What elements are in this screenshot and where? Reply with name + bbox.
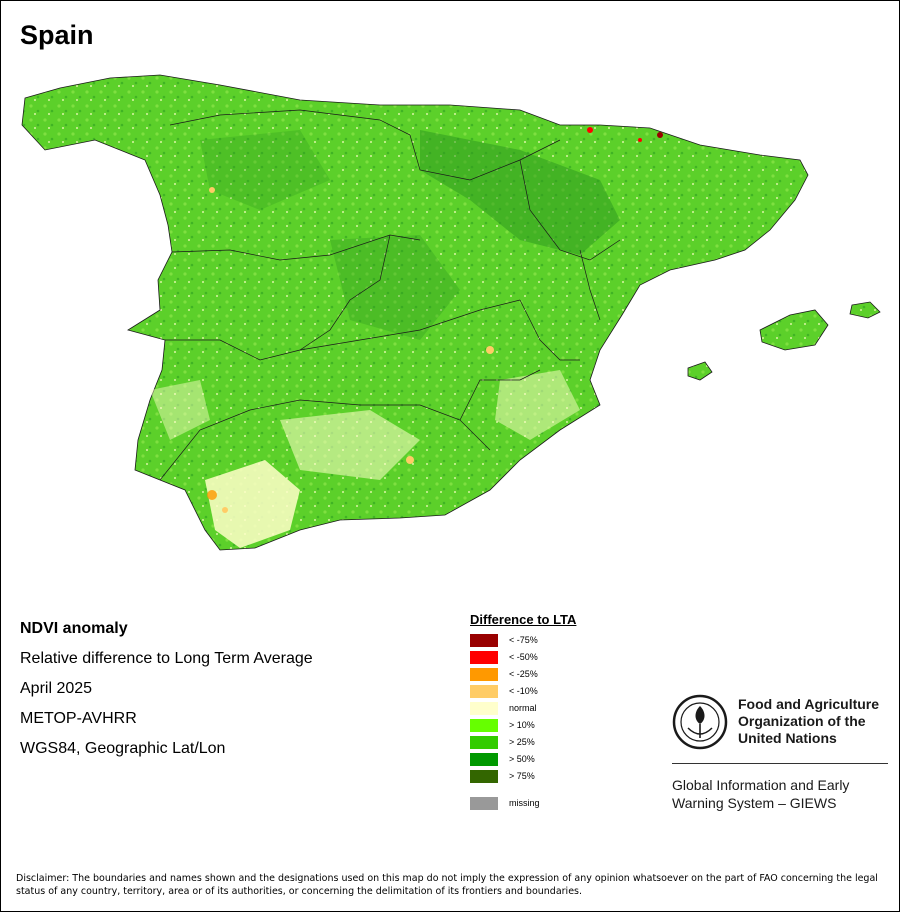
description-line: WGS84, Geographic Lat/Lon <box>20 740 226 757</box>
anomaly-speck <box>406 456 414 464</box>
description-line: METOP-AVHRR <box>20 710 137 727</box>
legend-item: < -75% <box>470 632 576 649</box>
legend-swatch <box>470 685 498 698</box>
mainland-spain <box>21 74 809 551</box>
normal-patch-southwest <box>205 460 300 548</box>
giews-line: Global Information and Early <box>672 777 850 793</box>
normal-patch-south <box>280 410 420 480</box>
legend-label: > 10% <box>509 720 535 730</box>
legend-label: < -10% <box>509 686 538 696</box>
description-line: Relative difference to Long Term Average <box>20 650 313 667</box>
legend-label: < -25% <box>509 669 538 679</box>
anomaly-speck <box>486 346 494 354</box>
legend-item: > 50% <box>470 751 576 768</box>
legend-swatch <box>470 651 498 664</box>
branding-divider <box>672 763 888 764</box>
normal-patch-west <box>150 380 210 440</box>
dark-green-zone-west <box>200 130 330 210</box>
anomaly-speck <box>209 187 215 193</box>
legend-label: > 50% <box>509 754 535 764</box>
ibiza-island <box>687 361 713 381</box>
map-heading: NDVI anomaly <box>20 620 128 637</box>
legend-item: > 75% <box>470 768 576 785</box>
spain-ndvi-map <box>21 74 881 551</box>
legend-items: < -75% < -50% < -25% < -10% normal > 10% > 25%… <box>470 632 576 812</box>
legend-swatch <box>470 719 498 732</box>
giews-line: Warning System – GIEWS <box>672 795 837 811</box>
giews-name: Global Information and Early Warning Sys… <box>672 776 849 812</box>
legend-swatch <box>470 702 498 715</box>
fao-logo-icon <box>672 694 728 750</box>
dark-green-zone-center <box>330 235 460 340</box>
anomaly-speck <box>638 138 642 142</box>
description-line: April 2025 <box>20 680 93 697</box>
legend-item: normal <box>470 700 576 717</box>
legend-label: normal <box>509 703 537 713</box>
legend-item: < -25% <box>470 666 576 683</box>
legend-label: > 75% <box>509 771 535 781</box>
legend-item: > 10% <box>470 717 576 734</box>
anomaly-speck <box>657 132 663 138</box>
legend-label: > 25% <box>509 737 535 747</box>
legend-label: < -75% <box>509 635 538 645</box>
menorca-island <box>849 301 881 319</box>
map-description: NDVI anomaly Relative difference to Long… <box>20 618 313 768</box>
legend-swatch <box>470 753 498 766</box>
legend-item-missing: missing <box>470 795 576 812</box>
legend-swatch <box>470 736 498 749</box>
legend-item: > 25% <box>470 734 576 751</box>
legend-swatch <box>470 770 498 783</box>
legend-label: < -50% <box>509 652 538 662</box>
fao-organization-name: Food and Agriculture Organization of the… <box>738 696 879 747</box>
map-title: Spain <box>20 20 94 50</box>
legend-item: < -50% <box>470 649 576 666</box>
normal-patch-southeast <box>495 370 580 440</box>
anomaly-speck <box>587 127 593 133</box>
org-name-line: Organization of the <box>738 713 866 729</box>
legend-label: missing <box>509 798 540 808</box>
mallorca-island <box>759 309 829 351</box>
legend-title: Difference to LTA <box>470 612 577 627</box>
org-name-line: United Nations <box>738 730 837 746</box>
dark-green-zone-north <box>420 130 620 255</box>
legend-swatch <box>470 668 498 681</box>
anomaly-speck <box>222 507 228 513</box>
region-borders <box>159 109 621 481</box>
legend-item: < -10% <box>470 683 576 700</box>
anomaly-speck <box>207 490 217 500</box>
legend-swatch <box>470 634 498 647</box>
legend: Difference to LTA < -75% < -50% < -25% < -1… <box>470 612 576 812</box>
legend-swatch <box>470 797 498 810</box>
org-name-line: Food and Agriculture <box>738 696 880 712</box>
disclaimer: Disclaimer: The boundaries and names sho… <box>16 873 878 897</box>
